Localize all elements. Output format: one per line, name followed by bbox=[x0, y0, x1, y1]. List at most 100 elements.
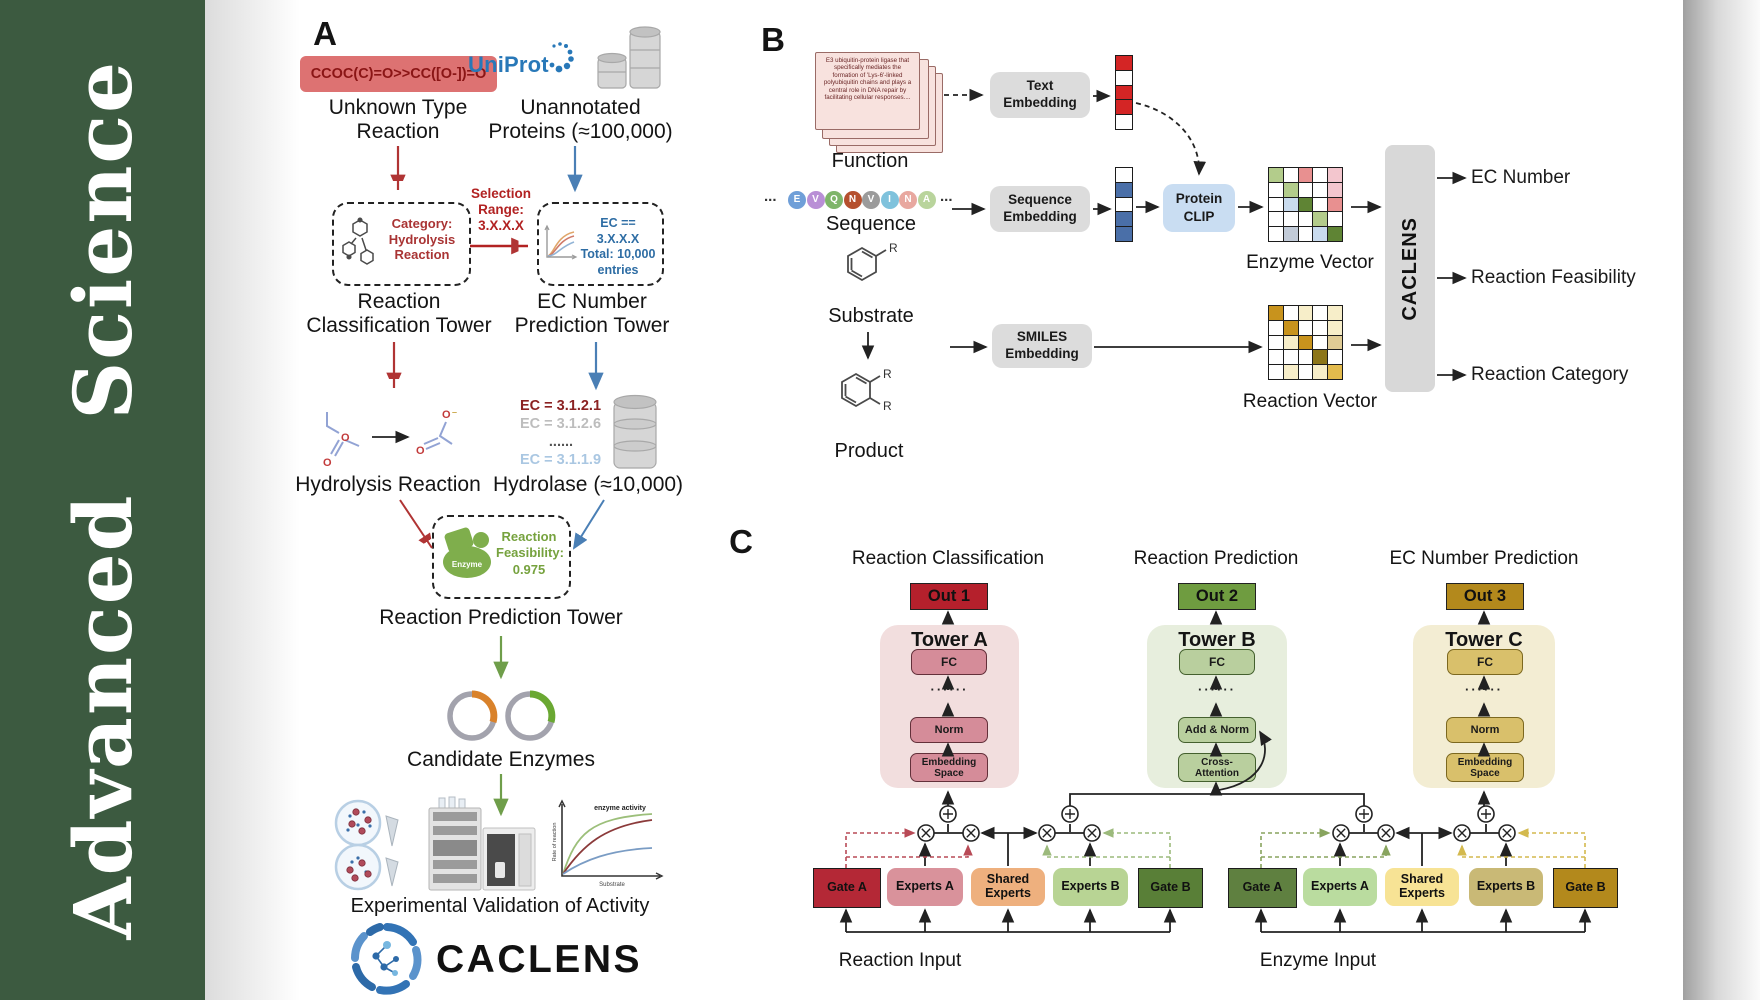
product-molecule: R R bbox=[841, 367, 892, 413]
sequence-embedding-vector bbox=[1115, 167, 1133, 243]
function-label: Function bbox=[831, 150, 909, 172]
enzyme-activity-plot: enzyme activity Rate of reaction Substra… bbox=[552, 799, 664, 888]
tower-a: Tower A FC ······ Norm Embedding Space bbox=[880, 625, 1019, 788]
reaction-experts-b: Experts B bbox=[1053, 868, 1128, 906]
reaction-experts-a: Experts A bbox=[887, 868, 963, 906]
hydrolase-label: Hydrolase (≈10,000) bbox=[492, 473, 684, 496]
svg-text:enzyme activity: enzyme activity bbox=[594, 805, 646, 812]
enzyme-shared-experts: Shared Experts bbox=[1385, 868, 1459, 906]
function-card-stack: E3 ubiquitin-protein ligase that specifi… bbox=[815, 52, 945, 154]
out2-box: Out 2 bbox=[1178, 583, 1256, 610]
tower-c-embedding-space: Embedding Space bbox=[1446, 753, 1524, 782]
output-ec-number: EC Number bbox=[1471, 167, 1571, 188]
plasmid-icons bbox=[447, 690, 556, 741]
enzyme-icon: Enzyme bbox=[443, 527, 491, 578]
tower-b-fc: FC bbox=[1179, 649, 1255, 675]
enzyme-experts-b: Experts B bbox=[1469, 868, 1543, 906]
reaction-vector-matrix bbox=[1268, 305, 1344, 381]
svg-text:R: R bbox=[889, 241, 898, 255]
category-label: Category: Hydrolysis Reaction bbox=[388, 216, 456, 263]
svg-text:Substrate: Substrate bbox=[599, 882, 625, 888]
sequence-label: Sequence bbox=[825, 213, 917, 235]
molecule-cluster-icon bbox=[342, 217, 374, 265]
residue-circle: N bbox=[899, 191, 917, 209]
svg-text:Enzyme: Enzyme bbox=[452, 560, 483, 569]
tower-b-title: Tower B bbox=[1178, 629, 1256, 651]
tower-c-dots: ······ bbox=[1465, 682, 1503, 697]
residue-circle: E bbox=[788, 191, 806, 209]
panel-c-label: C bbox=[729, 523, 753, 560]
svg-text:O: O bbox=[323, 457, 332, 469]
text-embedding-vector bbox=[1115, 55, 1133, 131]
reaction-shared-experts: Shared Experts bbox=[971, 868, 1045, 906]
svg-text:O: O bbox=[416, 445, 425, 457]
candidate-enzymes-label: Candidate Enzymes bbox=[407, 748, 595, 771]
enzyme-vector-matrix bbox=[1268, 167, 1344, 243]
ec-result-list: EC = 3.1.2.1 EC = 3.1.2.6 ...... EC = 3.… bbox=[520, 397, 602, 469]
unannotated-proteins-label: Unannotated Proteins (≈100,000) bbox=[488, 96, 673, 143]
reaction-vector-label: Reaction Vector bbox=[1242, 391, 1378, 412]
feasibility-label: Reaction Feasibility: 0.975 bbox=[496, 529, 564, 577]
acetate-molecule-icon: O – O bbox=[416, 407, 457, 457]
tower-a-fc: FC bbox=[911, 649, 987, 675]
ec-prediction-tower-label: EC Number Prediction Tower bbox=[514, 290, 670, 337]
experimental-validation-label: Experimental Validation of Activity bbox=[350, 895, 650, 917]
hydrolase-database-icon bbox=[613, 394, 657, 469]
out1-box: Out 1 bbox=[910, 583, 988, 610]
tower-b-dots: ······ bbox=[1198, 682, 1236, 697]
header-reaction-classification: Reaction Classification bbox=[851, 548, 1045, 569]
selection-range-label: Selection Range: 3.X.X.X bbox=[470, 186, 532, 234]
reaction-prediction-tower-label: Reaction Prediction Tower bbox=[379, 606, 623, 629]
svg-text:R: R bbox=[883, 399, 892, 413]
out3-box: Out 3 bbox=[1446, 583, 1524, 610]
ec-item: EC = 3.1.1.9 bbox=[520, 452, 602, 468]
tower-a-norm: Norm bbox=[910, 717, 988, 743]
function-text-card: E3 ubiquitin-protein ligase that specifi… bbox=[815, 52, 920, 130]
ec-item-dots: ...... bbox=[548, 434, 574, 450]
panel-a-label: A bbox=[313, 15, 337, 52]
tower-a-dots: ······ bbox=[930, 682, 969, 697]
caclens-model-bar: CACLENS bbox=[1385, 145, 1435, 392]
hydrolysis-reaction-label: Hydrolysis Reaction bbox=[295, 473, 481, 496]
residue-circle: A bbox=[917, 191, 936, 209]
enzyme-vector-label: Enzyme Vector bbox=[1246, 252, 1374, 273]
enzyme-gate-b: Gate B bbox=[1553, 868, 1618, 908]
petri-dish-icon bbox=[334, 799, 399, 891]
moe-op-nodes bbox=[917, 805, 1516, 842]
svg-text:R: R bbox=[883, 367, 892, 381]
tower-c-fc: FC bbox=[1447, 649, 1523, 675]
svg-text:Rate of reaction: Rate of reaction bbox=[552, 823, 558, 862]
protein-database-icon bbox=[597, 26, 661, 89]
ec-filter-label: EC == 3.X.X.X Total: 10,000 entries bbox=[580, 216, 656, 277]
residue-circle: V bbox=[862, 191, 880, 209]
protein-clip-box: Protein CLIP bbox=[1163, 184, 1235, 232]
ec-filter-box bbox=[537, 202, 664, 286]
enzyme-gate-a: Gate A bbox=[1228, 868, 1297, 908]
svg-text:O: O bbox=[442, 409, 451, 421]
ec-item: EC = 3.1.2.1 bbox=[520, 398, 602, 414]
journal-sidebar: Advanced Science bbox=[0, 0, 205, 1000]
reaction-gate-b: Gate B bbox=[1138, 868, 1203, 908]
header-ec-number-prediction: EC Number Prediction bbox=[1389, 548, 1579, 569]
tower-a-embedding-space: Embedding Space bbox=[910, 753, 988, 782]
ester-molecule-icon: O O bbox=[323, 412, 360, 469]
ec-item: EC = 3.1.2.6 bbox=[520, 416, 602, 432]
gate-wires bbox=[845, 828, 1586, 868]
smiles-reaction-box: CCOC(C)=O>>CC([O-])=O bbox=[300, 56, 497, 92]
smiles-embedding-box: SMILES Embedding bbox=[992, 324, 1092, 368]
text-embedding-box: Text Embedding bbox=[990, 72, 1090, 118]
tower-c-norm: Norm bbox=[1446, 717, 1524, 743]
svg-text:O: O bbox=[341, 432, 350, 444]
spine-shadow bbox=[205, 0, 300, 1000]
substrate-label: Substrate bbox=[828, 305, 914, 327]
hplc-instrument-icon bbox=[428, 796, 536, 891]
page-edge-gradient bbox=[1683, 0, 1760, 1000]
svg-text:–: – bbox=[452, 407, 457, 417]
uniprot-logo: UniProt bbox=[468, 52, 549, 77]
residue-circle: I bbox=[880, 191, 899, 209]
tower-b-cross-attention: Cross- Attention bbox=[1178, 753, 1256, 782]
curves-icon bbox=[544, 224, 578, 260]
caclens-bar-label: CACLENS bbox=[1398, 216, 1421, 321]
panel-b-arrows bbox=[861, 88, 1467, 382]
unknown-reaction-label: Unknown Type Reaction bbox=[328, 96, 468, 143]
